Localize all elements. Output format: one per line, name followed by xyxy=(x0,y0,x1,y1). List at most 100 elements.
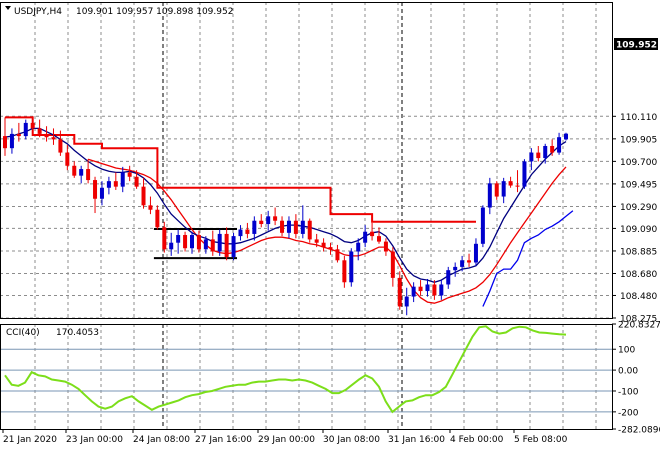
x-tick-label: 5 Feb 08:00 xyxy=(514,435,568,445)
candle-body xyxy=(176,235,181,243)
candle-body xyxy=(536,152,541,159)
candle-body xyxy=(460,260,465,267)
cci-tick-label: -100 xyxy=(618,387,639,397)
candle-body xyxy=(404,296,409,307)
x-tick-label: 21 Jan 2020 xyxy=(3,435,57,445)
cci-tick-label: -200 xyxy=(618,408,639,418)
cci-current-value: 170.4053 xyxy=(56,328,99,338)
candle-body xyxy=(93,180,98,199)
price-tick-label: 109.090 xyxy=(620,225,657,235)
cci-tick-label: 0.00 xyxy=(618,367,638,377)
candle-body xyxy=(564,133,568,140)
candle-body xyxy=(44,133,49,138)
x-tick-label: 23 Jan 00:00 xyxy=(66,435,123,445)
moving-average-short-line xyxy=(4,127,567,283)
x-tick-label: 27 Jan 16:00 xyxy=(195,435,252,445)
candle-body xyxy=(203,239,208,250)
candle-body xyxy=(425,284,430,292)
price-tick-label: 108.480 xyxy=(620,292,657,302)
candle-body xyxy=(432,284,437,296)
cci-panel xyxy=(4,325,567,414)
cci-tick-label: 100 xyxy=(618,346,635,356)
candle-body xyxy=(508,181,513,186)
x-tick-label: 31 Jan 16:00 xyxy=(388,435,445,445)
candle-body xyxy=(120,172,125,187)
price-tick-label: 108.885 xyxy=(620,247,657,257)
candle-body xyxy=(293,220,298,234)
candle-body xyxy=(65,152,70,166)
candle-body xyxy=(550,145,555,153)
candle-body xyxy=(190,235,194,249)
candle-body xyxy=(418,286,423,292)
price-panel xyxy=(3,116,574,316)
candle-body xyxy=(411,286,416,297)
candle-body xyxy=(16,133,21,137)
candle-body xyxy=(224,233,229,257)
price-tick-label: 110.110 xyxy=(620,113,657,123)
x-tick-label: 24 Jan 08:00 xyxy=(133,435,190,445)
candle-body xyxy=(106,181,111,188)
last-price-label: 109.952 xyxy=(616,41,657,51)
candle-body xyxy=(266,216,271,225)
candle-body xyxy=(335,249,340,261)
candle-body xyxy=(162,227,167,250)
ohlc-values: 109.901 109.957 109.898 109.952 xyxy=(76,7,233,17)
candle-body xyxy=(280,220,285,233)
candle-body xyxy=(328,247,333,250)
candle-body xyxy=(9,133,14,149)
candle-body xyxy=(383,241,388,252)
price-tick-label: 109.700 xyxy=(620,158,657,168)
candle-body xyxy=(501,181,506,197)
candle-body xyxy=(86,169,91,181)
candle-body xyxy=(210,239,215,252)
candle-body xyxy=(155,209,160,228)
price-tick-label: 108.680 xyxy=(620,270,657,280)
candle-body xyxy=(79,169,84,176)
x-tick-label: 30 Jan 08:00 xyxy=(323,435,380,445)
candle-body xyxy=(487,183,492,208)
symbol-title: USDJPY,H4 xyxy=(14,7,62,17)
candle-body xyxy=(113,181,118,187)
candle-body xyxy=(473,243,478,263)
candle-body xyxy=(245,229,250,234)
candle-body xyxy=(543,145,548,159)
price-tick-label: 109.495 xyxy=(620,180,657,190)
candle-body xyxy=(522,161,527,187)
candle-body xyxy=(99,187,104,199)
candle-body xyxy=(453,266,458,271)
candle-body xyxy=(259,220,264,225)
candle-body xyxy=(286,220,291,233)
candle-body xyxy=(321,242,326,248)
candle-body xyxy=(72,165,77,176)
candle-body xyxy=(252,220,257,234)
candle-body xyxy=(439,284,444,296)
candle-body xyxy=(134,176,139,187)
candle-body xyxy=(238,229,243,237)
candle-body xyxy=(30,122,35,129)
candle-body xyxy=(557,137,562,153)
candle-body xyxy=(446,270,451,285)
candle-body xyxy=(23,122,28,137)
candle-body xyxy=(494,183,499,197)
candle-body xyxy=(515,185,520,187)
candle-body xyxy=(37,128,42,134)
x-tick-label: 4 Feb 00:00 xyxy=(450,435,504,445)
candle-body xyxy=(3,136,7,149)
candle-body xyxy=(356,242,361,252)
candle-body xyxy=(127,172,132,177)
candle-body xyxy=(307,220,312,240)
candle-body xyxy=(51,137,56,140)
moving-average-mid-line xyxy=(87,158,567,304)
dropdown-triangle-icon[interactable] xyxy=(5,6,11,10)
cci-tick-label: 220.8327 xyxy=(618,321,660,331)
candle-body xyxy=(169,242,174,250)
candle-body xyxy=(58,139,63,153)
price-panel-frame xyxy=(0,2,613,319)
candle-body xyxy=(349,251,354,283)
candle-body xyxy=(148,205,153,210)
cci-title: CCI(40) xyxy=(6,328,40,338)
candle-body xyxy=(273,216,278,221)
price-tick-label: 108.275 xyxy=(620,315,657,325)
